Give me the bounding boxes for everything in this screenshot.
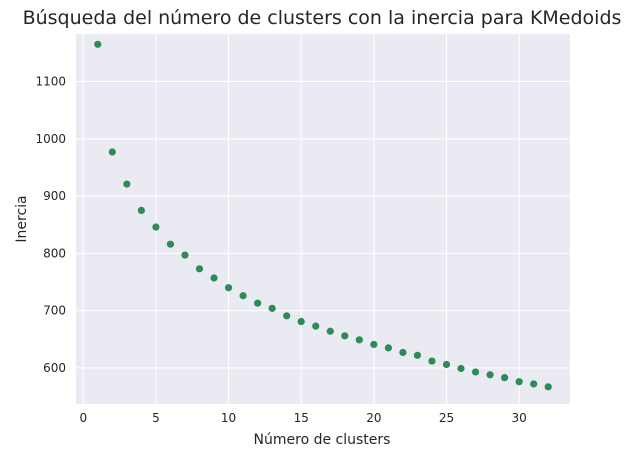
x-tick-label: 30: [512, 411, 527, 425]
data-point: [224, 284, 233, 292]
data-point: [486, 371, 494, 379]
data-point: [370, 340, 378, 349]
x-tick-label: 20: [366, 411, 381, 425]
grid-lines: [76, 34, 570, 404]
data-point: [544, 383, 552, 391]
x-tick-label: 10: [221, 411, 236, 425]
x-tick-label: 15: [294, 411, 309, 425]
data-point: [428, 357, 436, 365]
y-tick-label: 1100: [35, 75, 66, 89]
x-tick-labels: 0 5 10 15 20 25 30: [79, 411, 526, 425]
data-point: [312, 322, 320, 330]
y-tick-label: 700: [43, 304, 66, 318]
data-point: [355, 336, 363, 344]
data-point: [181, 251, 189, 259]
data-point: [108, 148, 116, 156]
data-point: [341, 332, 349, 340]
data-point: [123, 180, 131, 188]
data-point: [297, 317, 305, 326]
data-point: [166, 240, 175, 248]
data-point: [399, 348, 407, 357]
data-point: [457, 364, 465, 373]
x-tick-label: 25: [439, 411, 454, 425]
data-point: [283, 312, 291, 320]
x-tick-label: 0: [79, 411, 87, 425]
data-point: [384, 344, 392, 352]
data-point: [195, 265, 204, 273]
data-point: [501, 374, 509, 382]
data-point: [326, 327, 334, 335]
data-point: [210, 274, 218, 282]
y-tick-labels: 600 700 800 900 1000 1100: [35, 75, 66, 375]
y-tick-label: 1000: [35, 132, 66, 146]
data-point: [530, 380, 538, 388]
data-point: [137, 206, 145, 215]
data-point: [515, 378, 523, 386]
data-point: [413, 351, 422, 359]
data-point: [442, 360, 451, 369]
data-point: [239, 292, 247, 300]
data-point: [268, 304, 276, 312]
y-axis-label: Inercia: [14, 195, 30, 242]
y-tick-label: 800: [43, 246, 66, 260]
data-points: [94, 40, 552, 391]
y-tick-label: 900: [43, 189, 66, 203]
y-tick-label: 600: [43, 361, 66, 375]
data-point: [471, 368, 480, 376]
x-tick-label: 5: [152, 411, 160, 425]
data-point: [94, 40, 102, 48]
x-axis-label: Número de clusters: [254, 432, 391, 448]
plot-area: [76, 34, 570, 404]
data-point: [254, 299, 262, 307]
chart-title: Búsqueda del número de clusters con la i…: [23, 7, 622, 29]
data-point: [152, 223, 160, 231]
